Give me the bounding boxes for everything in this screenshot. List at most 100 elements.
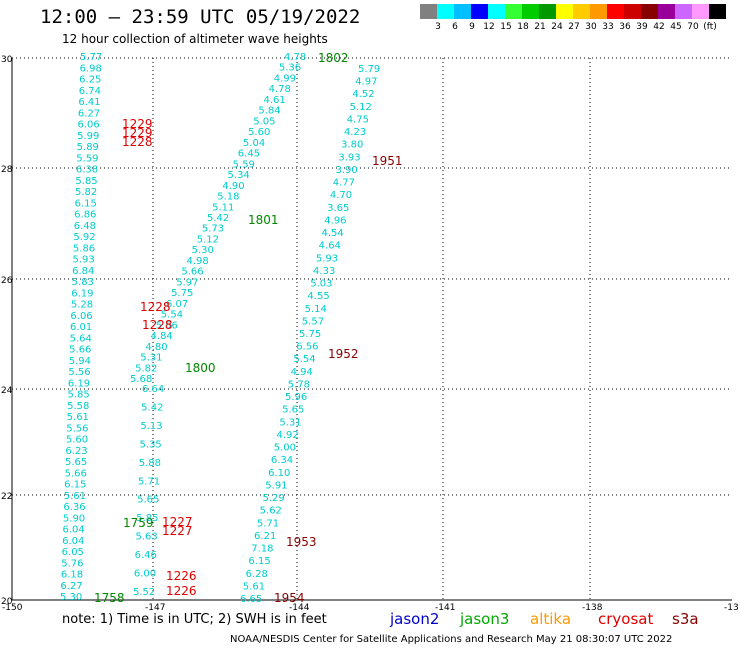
track-a-value: 5.85 <box>75 176 97 187</box>
lat-label: 24 <box>1 386 13 396</box>
time-label: 1229 <box>122 126 153 140</box>
track-c-value: 5.54 <box>161 310 183 321</box>
track-c-value: 5.56 <box>156 320 178 331</box>
time-label: 1800 <box>185 361 216 375</box>
track-d-value: 5.79 <box>358 64 380 75</box>
track-a-value: 5.85 <box>68 390 90 401</box>
track-b-value: 5.88 <box>139 458 161 469</box>
track-a-value: 6.15 <box>64 480 86 491</box>
track-a-value: 6.04 <box>62 536 84 547</box>
lon-label: -138 <box>582 603 603 613</box>
track-a-value: 5.93 <box>73 255 95 266</box>
legend-label: 24 <box>551 22 563 32</box>
track-a-value: 6.36 <box>63 502 85 513</box>
legend-label: 33 <box>602 22 614 32</box>
track-c-value: 4.78 <box>284 52 306 63</box>
track-a-value: 5.86 <box>73 243 95 254</box>
track-d-value: 7.18 <box>251 544 273 555</box>
track-d-value: 5.03 <box>310 279 332 290</box>
track-b-value: 5.13 <box>140 421 162 432</box>
legend-label: (ft) <box>703 22 717 32</box>
track-a-value: 6.19 <box>68 378 90 389</box>
legend-swatch <box>658 4 675 19</box>
track-a-value: 6.86 <box>74 210 96 221</box>
time-label: 1227 <box>162 524 193 538</box>
track-a-value: 5.82 <box>75 187 97 198</box>
track-b-value: 6.46 <box>135 550 157 561</box>
track-a-value: 5.56 <box>68 367 90 378</box>
legend-label: 30 <box>585 22 597 32</box>
track-d-value: 4.55 <box>307 291 329 302</box>
time-label: 1951 <box>372 154 403 168</box>
track-a-value: 5.60 <box>66 435 88 446</box>
track-c-value: 5.73 <box>202 224 224 235</box>
track-d-value: 5.61 <box>243 581 265 592</box>
track-d-value: 4.96 <box>324 215 346 226</box>
time-label: 1229 <box>122 117 153 131</box>
note-text: note: 1) Time is in UTC; 2) SWH is in fe… <box>62 612 327 627</box>
track-d-value: 4.23 <box>344 127 366 138</box>
track-d-value: 5.96 <box>285 392 307 403</box>
track-c-value: 4.78 <box>269 84 291 95</box>
track-d-value: 4.52 <box>352 89 374 100</box>
track-d-value: 3.65 <box>327 203 349 214</box>
track-d-value: 5.91 <box>265 480 287 491</box>
track-a-value: 5.92 <box>73 232 95 243</box>
track-a-value: 5.65 <box>65 457 87 468</box>
track-b-value: 5.71 <box>138 476 160 487</box>
legend-swatch <box>471 4 488 19</box>
track-b-value: 5.35 <box>140 439 162 450</box>
track-a-value: 6.23 <box>65 446 87 457</box>
track-a-value: 5.66 <box>69 345 91 356</box>
track-a-value: 6.74 <box>79 86 101 97</box>
track-a-value: 5.90 <box>63 513 85 524</box>
legend-swatch <box>522 4 539 19</box>
track-a-value: 6.38 <box>76 165 98 176</box>
track-c-value: 5.36 <box>279 63 301 74</box>
track-d-value: 5.93 <box>316 253 338 264</box>
track-d-value: 4.77 <box>333 178 355 189</box>
track-a-value: 5.28 <box>71 300 93 311</box>
track-a-value: 6.98 <box>80 63 102 74</box>
track-d-value: 6.15 <box>248 556 270 567</box>
legend-swatch <box>488 4 505 19</box>
track-c-value: 5.75 <box>171 288 193 299</box>
track-c-value: 5.18 <box>217 192 239 203</box>
track-a-value: 6.41 <box>78 97 100 108</box>
track-c-value: 5.30 <box>192 245 214 256</box>
track-d-value: 6.10 <box>268 468 290 479</box>
time-label: 1228 <box>140 300 171 314</box>
track-a-value: 6.05 <box>62 547 84 558</box>
track-c-value: 5.04 <box>243 138 265 149</box>
satellite-s3a: s3a <box>672 610 699 628</box>
time-label: 1227 <box>162 515 193 529</box>
legend-label: 36 <box>619 22 631 32</box>
track-c-value: 5.97 <box>176 277 198 288</box>
time-label: 1759 <box>123 516 154 530</box>
track-b-value: 5.65 <box>137 495 159 506</box>
track-c-value: 5.59 <box>233 159 255 170</box>
legend-swatch <box>437 4 454 19</box>
track-d-value: 5.65 <box>282 405 304 416</box>
legend-swatch <box>590 4 607 19</box>
legend-swatch <box>675 4 692 19</box>
track-a-value: 5.30 <box>60 592 82 603</box>
track-c-value: 5.60 <box>248 127 270 138</box>
track-d-value: 5.78 <box>288 379 310 390</box>
legend-swatch <box>692 4 709 19</box>
track-a-value: 5.59 <box>76 153 98 164</box>
track-c-value: 5.12 <box>197 234 219 245</box>
track-a-value: 6.04 <box>63 525 85 536</box>
track-c-value: 6.07 <box>166 299 188 310</box>
time-label: 1802 <box>318 51 349 65</box>
track-a-value: 5.76 <box>61 558 83 569</box>
lon-label: -141 <box>435 603 455 613</box>
legend-label: 42 <box>653 22 665 32</box>
track-c-value: 5.42 <box>207 213 229 224</box>
time-label: 1953 <box>286 535 317 549</box>
lon-label: -13 <box>724 603 739 613</box>
satellite-jason2: jason2 <box>390 610 440 628</box>
track-d-value: 5.62 <box>260 506 282 517</box>
legend-swatch <box>454 4 471 19</box>
track-a-value: 6.19 <box>71 288 93 299</box>
